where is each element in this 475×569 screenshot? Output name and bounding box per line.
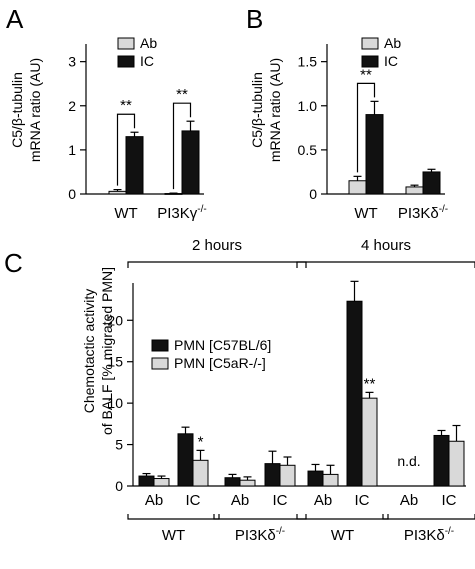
y-tick-label: 15 bbox=[107, 354, 123, 370]
bar bbox=[153, 478, 170, 487]
legend-swatch bbox=[117, 37, 135, 50]
bar bbox=[307, 470, 324, 487]
significance-label: ** bbox=[120, 97, 132, 114]
y-tick-label: 3 bbox=[68, 54, 76, 70]
significance-label: * bbox=[198, 433, 204, 450]
time-group-bracket bbox=[296, 261, 475, 268]
bar bbox=[348, 180, 367, 195]
panel-a: A C5/β-tubulin mRNA ratio (AU) 0 1 2 3 WT PI3Kγ-… bbox=[6, 4, 207, 222]
y-tick-label: 0.5 bbox=[298, 142, 318, 158]
panel-b: B C5/β-tubulin mRNA ratio (AU) 0 0.5 1.0 1.5 WT… bbox=[246, 4, 448, 222]
legend-swatch bbox=[151, 339, 169, 352]
bar bbox=[365, 114, 384, 195]
genotype-label: PI3Kδ-/- bbox=[235, 526, 285, 544]
x-category-label: IC bbox=[442, 492, 457, 509]
panel-letter: C bbox=[4, 248, 23, 278]
x-category-label: Ab bbox=[145, 492, 163, 509]
time-group-label: 4 hours bbox=[361, 237, 411, 254]
genotype-label: PI3Kδ-/- bbox=[404, 526, 454, 544]
time-group-bracket bbox=[127, 261, 307, 268]
y-tick-label: 2 bbox=[68, 98, 76, 114]
y-axis-label: C5/β-tubulin bbox=[249, 72, 265, 148]
bar bbox=[181, 130, 200, 195]
legend-label: IC bbox=[140, 53, 154, 69]
legend-swatch bbox=[361, 55, 379, 68]
x-category-label: PI3Kγ-/- bbox=[157, 204, 206, 222]
legend-swatch bbox=[117, 55, 135, 68]
y-tick-label: 1.0 bbox=[298, 98, 318, 114]
y-tick-label: 0 bbox=[309, 186, 317, 202]
x-category-label: WT bbox=[354, 205, 377, 222]
bar bbox=[192, 459, 209, 487]
panel-c: C Chemotactic activity of BALF [% migrated… bbox=[4, 237, 475, 544]
genotype-bracket bbox=[296, 514, 389, 520]
genotype-bracket bbox=[213, 514, 307, 520]
x-category-label: Ab bbox=[400, 492, 418, 509]
panel-letter: A bbox=[6, 4, 24, 34]
x-category-label: PI3Kδ-/- bbox=[398, 204, 448, 222]
y-axis-label: of BALF [% migrated PMN] bbox=[99, 267, 115, 435]
legend-swatch bbox=[361, 37, 379, 50]
bar bbox=[322, 473, 339, 487]
y-tick-label: 0 bbox=[68, 186, 76, 202]
y-tick-label: 5 bbox=[115, 437, 123, 453]
not-determined-label: n.d. bbox=[397, 453, 420, 469]
y-tick-label: 20 bbox=[107, 312, 123, 328]
genotype-label: WT bbox=[162, 527, 185, 544]
bar bbox=[264, 463, 281, 487]
bar bbox=[422, 171, 441, 195]
bar bbox=[405, 186, 424, 195]
genotype-bracket bbox=[127, 514, 220, 520]
legend-label: IC bbox=[384, 53, 398, 69]
x-category-label: Ab bbox=[231, 492, 249, 509]
panel-letter: B bbox=[246, 4, 263, 34]
bar bbox=[279, 464, 296, 487]
bar bbox=[138, 475, 155, 487]
y-tick-label: 0 bbox=[115, 478, 123, 494]
y-tick-label: 1.5 bbox=[298, 54, 318, 70]
bar bbox=[177, 433, 194, 487]
bar bbox=[239, 479, 256, 487]
x-category-label: IC bbox=[186, 492, 201, 509]
legend-label: Ab bbox=[140, 35, 157, 51]
bar bbox=[125, 136, 144, 195]
y-axis-label: Chemotactic activity bbox=[81, 289, 97, 413]
x-category-label: IC bbox=[355, 492, 370, 509]
legend-label: PMN [C57BL/6] bbox=[174, 337, 271, 353]
x-category-label: WT bbox=[114, 205, 137, 222]
legend-swatch bbox=[151, 357, 169, 370]
genotype-bracket bbox=[382, 514, 475, 520]
time-group-label: 2 hours bbox=[192, 237, 242, 254]
y-tick-label: 10 bbox=[107, 395, 123, 411]
bar bbox=[433, 434, 450, 487]
bar bbox=[224, 477, 241, 487]
significance-bracket bbox=[356, 82, 376, 173]
legend-label: PMN [C5aR-/-] bbox=[174, 355, 266, 371]
y-axis-label: mRNA ratio (AU) bbox=[27, 58, 43, 162]
bar bbox=[346, 300, 363, 487]
significance-bracket bbox=[172, 102, 192, 190]
significance-label: ** bbox=[364, 375, 376, 392]
y-axis-label: mRNA ratio (AU) bbox=[267, 58, 283, 162]
significance-label: ** bbox=[176, 86, 188, 103]
y-axis-label: C5/β-tubulin bbox=[9, 72, 25, 148]
legend-label: Ab bbox=[384, 35, 401, 51]
significance-bracket bbox=[116, 113, 136, 186]
bar bbox=[448, 440, 465, 487]
bar bbox=[361, 397, 378, 487]
bar bbox=[108, 190, 127, 195]
x-category-label: Ab bbox=[314, 492, 332, 509]
x-category-label: IC bbox=[273, 492, 288, 509]
y-tick-label: 1 bbox=[68, 142, 76, 158]
significance-label: ** bbox=[360, 66, 372, 83]
genotype-label: WT bbox=[331, 527, 354, 544]
